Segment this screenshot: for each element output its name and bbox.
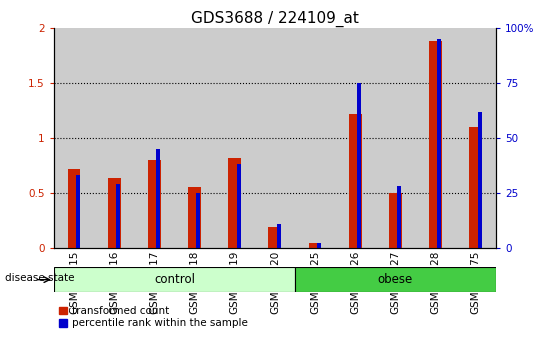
- Bar: [317, 244, 321, 248]
- Bar: [134, 28, 175, 248]
- Text: obese: obese: [378, 273, 413, 286]
- Text: control: control: [154, 273, 195, 286]
- Bar: [156, 149, 160, 248]
- Bar: [429, 41, 442, 248]
- Bar: [375, 28, 416, 248]
- Bar: [148, 160, 161, 248]
- Bar: [295, 267, 496, 292]
- Bar: [116, 184, 120, 248]
- Text: disease state: disease state: [5, 273, 75, 283]
- Bar: [389, 193, 402, 248]
- Bar: [76, 175, 80, 248]
- Bar: [188, 188, 201, 248]
- Bar: [309, 244, 321, 248]
- Bar: [67, 169, 80, 248]
- Bar: [255, 28, 295, 248]
- Bar: [469, 127, 482, 248]
- Bar: [94, 28, 134, 248]
- Bar: [237, 164, 240, 248]
- Bar: [277, 224, 281, 248]
- Bar: [357, 83, 361, 248]
- Bar: [295, 28, 335, 248]
- Bar: [416, 28, 455, 248]
- Bar: [478, 112, 482, 248]
- Bar: [229, 158, 241, 248]
- Bar: [268, 227, 281, 248]
- Bar: [438, 39, 441, 248]
- Bar: [349, 114, 362, 248]
- Title: GDS3688 / 224109_at: GDS3688 / 224109_at: [191, 11, 359, 27]
- Bar: [335, 28, 375, 248]
- Bar: [455, 28, 496, 248]
- Bar: [54, 28, 94, 248]
- Bar: [196, 193, 201, 248]
- Bar: [54, 267, 295, 292]
- Bar: [108, 178, 121, 248]
- Bar: [175, 28, 215, 248]
- Bar: [397, 186, 402, 248]
- Legend: transformed count, percentile rank within the sample: transformed count, percentile rank withi…: [59, 306, 247, 328]
- Bar: [215, 28, 255, 248]
